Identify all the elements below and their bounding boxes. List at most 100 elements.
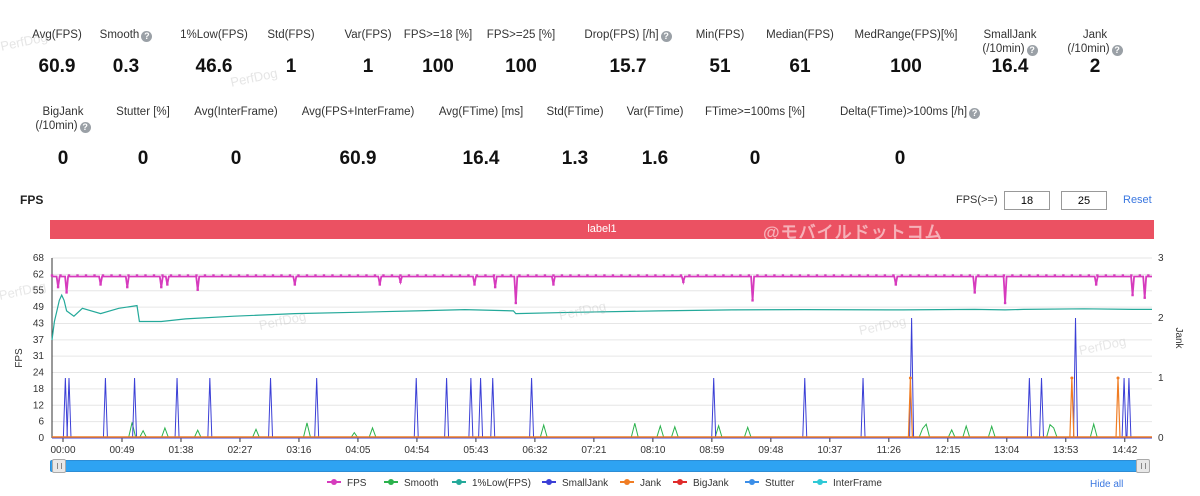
fps-point: [892, 274, 895, 277]
help-icon[interactable]: ?: [660, 31, 672, 42]
legend-item-bigjank[interactable]: BigJank: [673, 478, 729, 489]
fps-point: [1096, 274, 1099, 277]
y-tick-label: 62: [33, 269, 45, 280]
stat-value: 0: [894, 148, 906, 169]
stat-drop-fps-h: Drop(FPS) [/h]? 15.7: [568, 28, 688, 77]
help-icon[interactable]: ?: [969, 108, 981, 119]
smalljank-spike: [802, 377, 808, 439]
smalljank-spike: [1026, 377, 1032, 439]
fps-point: [1045, 274, 1048, 277]
stat-smalljank-10min: SmallJank (/10min)? 16.4: [950, 28, 1070, 77]
fps-point: [475, 274, 479, 277]
stat-value: 16.4: [462, 148, 500, 169]
fps-point: [161, 274, 164, 277]
legend-item-1-low-fps[interactable]: 1%Low(FPS): [452, 478, 531, 489]
fps-dip-point: [1003, 301, 1007, 305]
fps-point: [543, 274, 547, 277]
fps-point: [450, 274, 453, 277]
stat-value: 1.6: [641, 148, 669, 169]
stat-label: FPS>=18 [%]: [403, 29, 473, 41]
help-icon[interactable]: ?: [1111, 45, 1123, 56]
fps-point: [339, 274, 343, 277]
fps-point: [977, 274, 980, 277]
fps-point: [110, 274, 113, 277]
legend-label: Smooth: [404, 478, 439, 489]
stat-value: 0: [137, 148, 149, 169]
reset-button[interactable]: Reset: [1123, 194, 1152, 206]
fps-point: [67, 274, 71, 277]
fps-point: [968, 274, 972, 277]
smalljank-spike: [314, 377, 320, 439]
fps-point: [994, 274, 997, 277]
stat-std-fps: Std(FPS) 1: [231, 28, 351, 77]
help-icon[interactable]: ?: [79, 122, 91, 133]
series-1pct-low: [51, 293, 1152, 341]
fps-point: [220, 274, 224, 277]
fps-dip-point: [126, 285, 129, 289]
smalljank-spike: [1039, 377, 1045, 439]
y-tick-label: 37: [33, 335, 45, 346]
fps-point: [883, 274, 887, 277]
fps-point: [144, 274, 147, 277]
stat-label: Jank (/10min)?: [1035, 28, 1155, 56]
stat-value: 46.6: [195, 56, 233, 77]
fps-point: [399, 274, 402, 277]
y2-tick-label: 3: [1158, 253, 1164, 264]
jank-point: [908, 376, 912, 380]
stat-medrange-fps: MedRange(FPS)[%] 100: [846, 28, 966, 77]
fps-dip-point: [65, 291, 68, 294]
legend-swatch: [542, 479, 556, 485]
fps-point: [1011, 274, 1014, 277]
stat-label: Std(FPS): [267, 29, 315, 41]
fps-point: [458, 274, 462, 277]
label-band[interactable]: label1: [50, 220, 1154, 239]
fps-point: [212, 274, 215, 277]
y2-axis-label: Jank: [1173, 327, 1184, 349]
fps-dip-point: [160, 285, 163, 289]
fps-point: [824, 274, 827, 277]
fps-point: [569, 274, 572, 277]
x-tick-label: 11:26: [877, 445, 902, 456]
fps-point: [501, 274, 504, 277]
legend-label: SmallJank: [562, 478, 609, 489]
fps-point: [985, 274, 989, 277]
fps-threshold-input-2[interactable]: [1061, 191, 1107, 210]
legend-item-smooth[interactable]: Smooth: [384, 478, 438, 489]
fps-point: [696, 274, 700, 277]
fps-point: [280, 274, 283, 277]
fps-point: [169, 274, 173, 277]
fps-threshold-input-1[interactable]: [1004, 191, 1050, 210]
slider-left-handle[interactable]: [52, 459, 66, 473]
legend-item-fps[interactable]: FPS: [327, 478, 366, 489]
slider-right-handle[interactable]: [1136, 459, 1150, 473]
fps-point: [50, 274, 54, 277]
legend-item-jank[interactable]: Jank: [620, 478, 661, 489]
stat-label: Var(FPS): [344, 29, 392, 41]
x-tick-label: 06:32: [522, 445, 547, 456]
smalljank-spike: [132, 377, 138, 439]
hide-all-button[interactable]: Hide all: [1090, 479, 1124, 490]
stat-label: Avg(InterFrame): [194, 106, 278, 118]
stat-label: FPS>=25 [%]: [486, 29, 556, 41]
fps-point: [101, 274, 105, 277]
legend-item-stutter[interactable]: Stutter: [745, 478, 794, 489]
stat-label: Avg(FTime) [ms]: [438, 106, 524, 118]
stat-fps-25: FPS>=25 [%] 100: [461, 28, 581, 77]
time-range-slider[interactable]: [50, 460, 1150, 472]
legend-item-smalljank[interactable]: SmallJank: [542, 478, 608, 489]
fps-point: [1087, 274, 1091, 277]
fps-point: [84, 274, 88, 277]
smalljank-spike: [478, 377, 484, 439]
fps-point: [628, 274, 632, 277]
help-icon[interactable]: ?: [141, 31, 153, 42]
stat-value: 0: [230, 148, 242, 169]
legend-item-interframe[interactable]: InterFrame: [813, 478, 882, 489]
fps-point: [679, 274, 683, 277]
stat-value: 60.9: [38, 56, 76, 77]
smalljank-spike: [413, 377, 419, 439]
legend-swatch: [745, 479, 759, 485]
stat-var-fps: Var(FPS) 1: [308, 28, 428, 77]
label-band-text: label1: [587, 223, 617, 235]
help-icon[interactable]: ?: [1026, 45, 1038, 56]
